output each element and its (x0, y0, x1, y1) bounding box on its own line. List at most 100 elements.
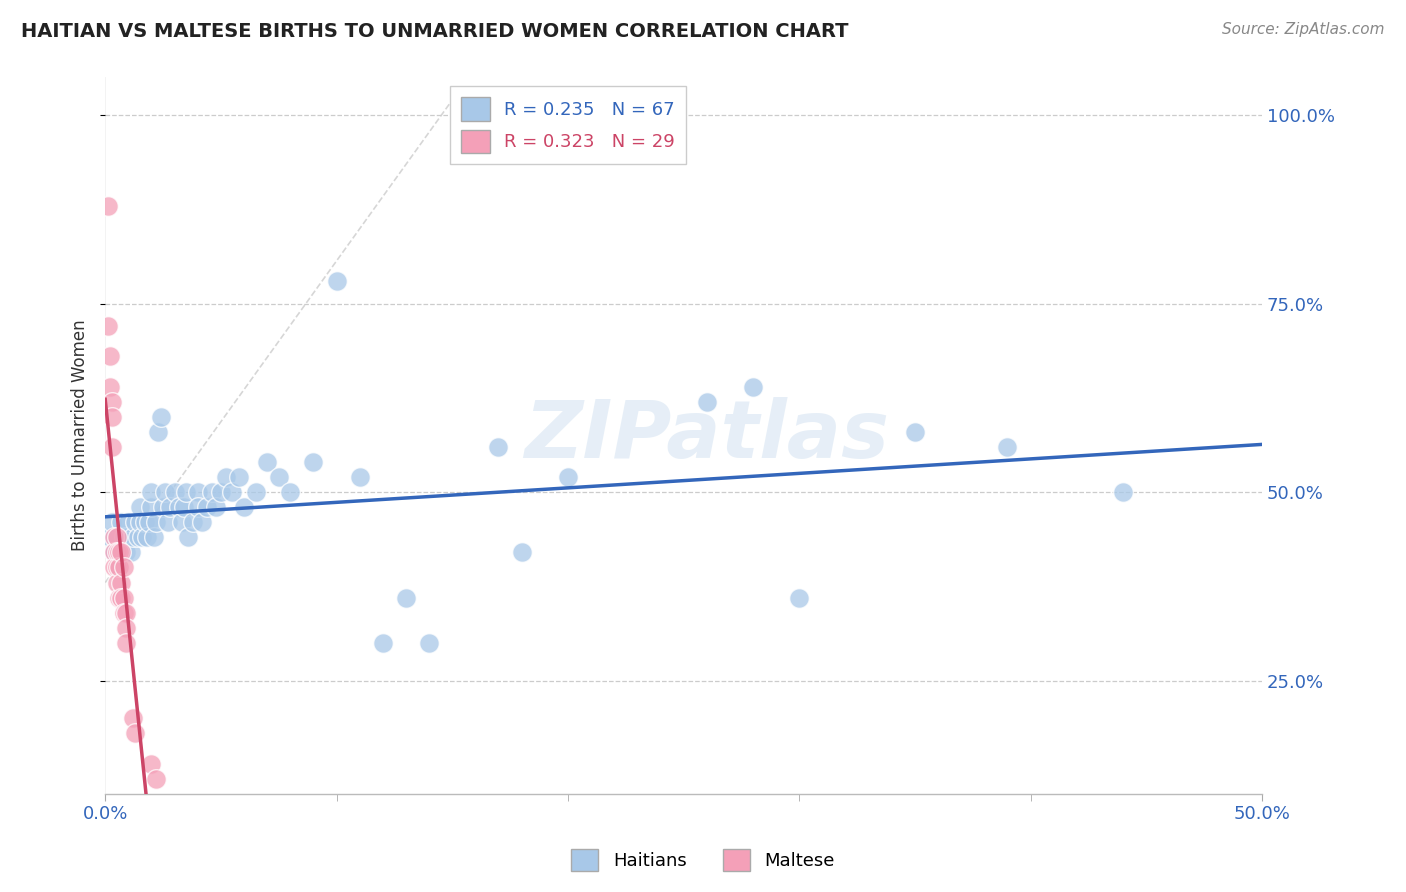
Point (129, 515, 152, 529)
Point (787, 591, 810, 605)
Point (395, 591, 418, 605)
Point (187, 500, 209, 515)
Point (96, 319, 118, 334)
Text: Source: ZipAtlas.com: Source: ZipAtlas.com (1222, 22, 1385, 37)
Point (174, 485, 197, 500)
Point (142, 530, 165, 544)
Point (101, 394, 124, 409)
Legend: Haitians, Maltese: Haitians, Maltese (564, 842, 842, 879)
Point (371, 636, 394, 650)
Point (112, 591, 135, 605)
Point (129, 500, 152, 515)
Point (302, 455, 325, 469)
Point (187, 485, 209, 500)
Text: HAITIAN VS MALTESE BIRTHS TO UNMARRIED WOMEN CORRELATION CHART: HAITIAN VS MALTESE BIRTHS TO UNMARRIED W… (21, 22, 849, 41)
Point (120, 545, 142, 559)
Point (325, 274, 347, 288)
Point (105, 530, 128, 544)
Point (233, 500, 256, 515)
Point (108, 591, 131, 605)
Point (96, 199, 118, 213)
Point (98, 530, 121, 544)
Point (195, 500, 218, 515)
Point (98, 379, 121, 393)
Point (418, 636, 440, 650)
Point (245, 485, 267, 500)
Point (267, 470, 290, 484)
Point (112, 606, 135, 620)
Point (112, 560, 135, 574)
Point (115, 606, 138, 620)
Point (115, 545, 138, 559)
Point (148, 425, 170, 439)
Point (101, 515, 124, 529)
Point (152, 500, 174, 515)
Point (205, 500, 228, 515)
Point (997, 440, 1019, 454)
Point (149, 409, 172, 424)
Point (145, 515, 167, 529)
Point (278, 485, 301, 500)
Point (201, 485, 224, 500)
Point (163, 485, 186, 500)
Point (742, 379, 765, 393)
Point (557, 470, 579, 484)
Point (349, 470, 371, 484)
Point (156, 515, 179, 529)
Point (135, 530, 157, 544)
Point (105, 545, 128, 559)
Point (110, 591, 132, 605)
Point (181, 515, 204, 529)
Point (696, 394, 718, 409)
Point (155, 485, 177, 500)
Point (117, 530, 139, 544)
Point (159, 500, 181, 515)
Point (124, 515, 146, 529)
Point (167, 500, 190, 515)
Point (221, 485, 243, 500)
Point (103, 560, 125, 574)
Point (214, 470, 236, 484)
Point (112, 530, 135, 544)
Point (1112, 485, 1135, 500)
Legend: R = 0.235   N = 67, R = 0.323   N = 29: R = 0.235 N = 67, R = 0.323 N = 29 (450, 87, 686, 163)
Point (488, 440, 510, 454)
Point (108, 560, 131, 574)
Point (138, 515, 160, 529)
Point (105, 575, 128, 590)
Point (134, 515, 156, 529)
Point (110, 575, 132, 590)
Point (115, 621, 138, 635)
Point (103, 545, 125, 559)
Point (115, 636, 138, 650)
Point (105, 560, 128, 574)
Point (141, 500, 163, 515)
Point (209, 485, 232, 500)
Point (101, 409, 124, 424)
Point (177, 530, 200, 544)
Point (124, 726, 146, 740)
Point (904, 425, 927, 439)
Point (170, 515, 193, 529)
Point (122, 530, 145, 544)
Point (256, 455, 278, 469)
Point (145, 772, 167, 786)
Point (141, 756, 163, 771)
Point (117, 515, 139, 529)
Point (110, 515, 132, 529)
Point (108, 545, 131, 559)
Point (105, 530, 128, 544)
Text: ZIPatlas: ZIPatlas (524, 397, 889, 475)
Point (141, 485, 163, 500)
Point (103, 545, 125, 559)
Point (98, 350, 121, 364)
Point (101, 440, 124, 454)
Point (103, 530, 125, 544)
Point (131, 530, 153, 544)
Point (110, 545, 132, 559)
Y-axis label: Births to Unmarried Women: Births to Unmarried Women (72, 319, 89, 551)
Point (228, 470, 250, 484)
Point (127, 530, 149, 544)
Point (191, 515, 214, 529)
Point (108, 560, 131, 574)
